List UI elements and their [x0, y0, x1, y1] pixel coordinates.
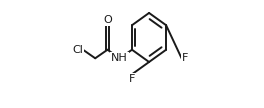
Text: Cl: Cl — [72, 45, 83, 55]
Text: NH: NH — [111, 53, 128, 63]
Text: O: O — [103, 15, 112, 25]
Text: F: F — [182, 53, 188, 63]
Text: F: F — [129, 74, 135, 84]
